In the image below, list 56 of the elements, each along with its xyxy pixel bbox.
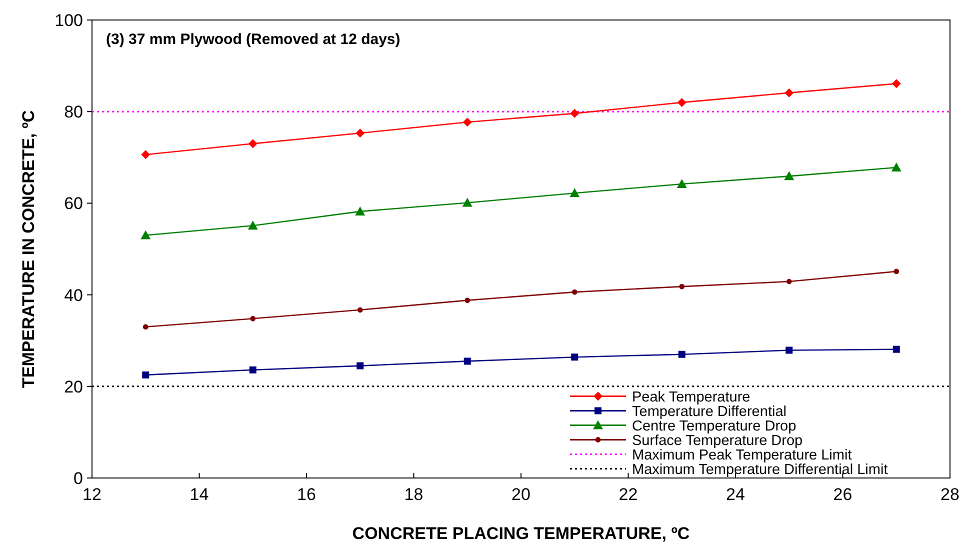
point [677,98,686,107]
point [891,162,902,172]
point [786,346,793,354]
point [572,289,578,295]
point [142,324,148,330]
point [142,371,150,378]
point [464,358,471,365]
point [356,128,365,138]
point [140,230,151,240]
point [894,268,900,274]
point [355,206,366,216]
point [676,178,687,188]
x-tick-label: 16 [297,485,316,504]
point [892,79,901,88]
x-tick-label: 26 [833,485,852,504]
legend-label: Surface Temperature Drop [632,432,803,449]
point [570,108,580,118]
y-tick-label: 100 [54,11,83,30]
point [141,150,150,160]
point [571,354,578,361]
point [357,307,363,313]
point [249,366,256,374]
point [462,198,472,207]
point [784,171,794,180]
point [248,220,258,230]
point [678,350,686,358]
point [462,118,472,127]
y-tick-label: 0 [74,469,83,488]
point [248,139,258,148]
x-tick-label: 28 [940,485,960,504]
point [356,362,364,370]
legend-label: Maximum Peak Temperature Limit [632,447,852,464]
y-tick-label: 80 [64,102,83,122]
point [679,284,685,290]
point [784,88,794,98]
point [892,346,900,353]
legend-label: Temperature Differential [632,404,786,420]
text: (3) 37 mm Plywood (Removed at 12 days) [106,31,400,48]
x-tick-label: 12 [82,485,102,504]
x-tick-label: 18 [404,485,424,504]
point [250,316,256,322]
y-tick-label: 60 [64,194,83,214]
x-axis-title: CONCRETE PLACING TEMPERATURE, ºC [352,524,690,543]
x-tick-label: 20 [512,485,530,504]
y-tick-label: 40 [64,286,83,305]
y-tick-label: 20 [64,377,83,396]
point [786,278,792,284]
y-axis-title: TEMPERATURE IN CONCRETE, ºC [19,110,38,388]
legend-label: Peak Temperature [632,389,750,406]
x-tick-label: 22 [618,485,638,504]
legend-label: Maximum Temperature Differential Limit [632,462,888,478]
point [570,188,580,198]
x-tick-label: 24 [726,485,745,504]
x-tick-label: 14 [190,485,209,504]
legend-label: Centre Temperature Drop [632,418,796,434]
point [464,298,470,303]
